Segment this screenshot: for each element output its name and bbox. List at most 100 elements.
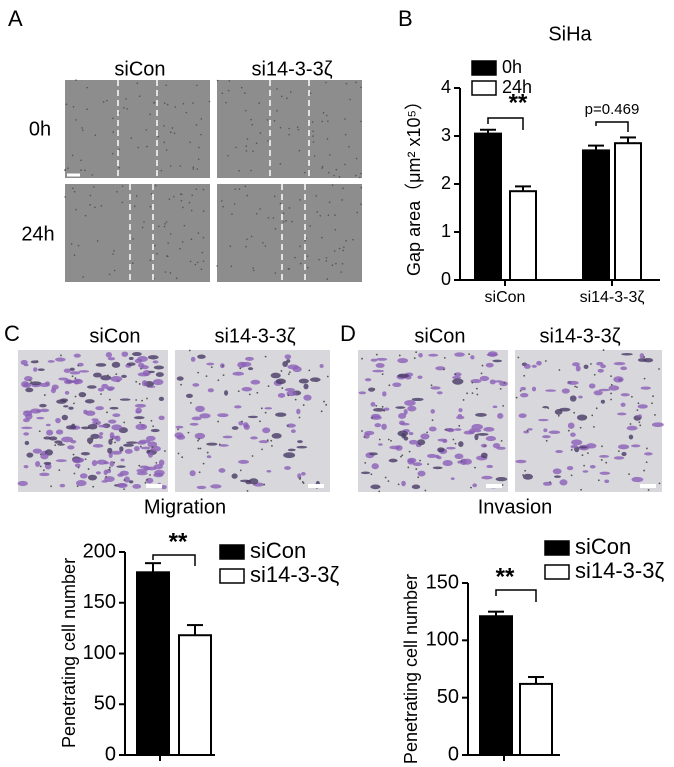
pore bbox=[585, 415, 587, 418]
panel-label: C bbox=[4, 321, 20, 346]
speck bbox=[112, 253, 114, 255]
pore bbox=[558, 369, 561, 371]
cell bbox=[631, 476, 644, 483]
cell bbox=[489, 379, 496, 385]
cell bbox=[145, 477, 154, 484]
speck bbox=[195, 188, 198, 190]
cell bbox=[596, 361, 604, 366]
speck bbox=[328, 154, 331, 156]
cell bbox=[136, 468, 148, 473]
pore bbox=[36, 360, 39, 362]
speck bbox=[321, 165, 324, 168]
cell bbox=[480, 452, 488, 459]
cell bbox=[109, 432, 115, 439]
pore bbox=[29, 379, 32, 382]
scale-bar bbox=[146, 484, 162, 488]
pore bbox=[323, 400, 325, 403]
speck bbox=[255, 142, 258, 145]
pore bbox=[408, 450, 411, 453]
speck bbox=[287, 268, 290, 270]
pore bbox=[150, 419, 153, 422]
speck bbox=[319, 214, 322, 217]
cell bbox=[397, 357, 409, 364]
cell bbox=[245, 356, 254, 361]
cell bbox=[84, 399, 95, 404]
pore bbox=[638, 417, 641, 420]
pore bbox=[177, 452, 180, 455]
speck bbox=[333, 250, 336, 252]
speck bbox=[175, 277, 178, 280]
annotation: ** bbox=[496, 563, 515, 590]
pore bbox=[180, 383, 182, 386]
cell bbox=[542, 405, 549, 409]
pore bbox=[246, 490, 249, 492]
cell bbox=[111, 361, 121, 368]
speck bbox=[245, 245, 247, 248]
speck bbox=[345, 240, 347, 242]
pore bbox=[77, 466, 80, 469]
cell bbox=[109, 460, 115, 467]
speck bbox=[182, 206, 184, 209]
cell bbox=[626, 425, 638, 431]
pore bbox=[287, 394, 290, 397]
speck bbox=[252, 150, 254, 153]
cell bbox=[527, 428, 533, 431]
cell bbox=[108, 452, 113, 459]
cell bbox=[37, 368, 45, 371]
pore bbox=[198, 438, 201, 440]
speck bbox=[296, 126, 299, 128]
cell bbox=[492, 405, 498, 409]
speck bbox=[169, 233, 172, 235]
speck bbox=[252, 267, 254, 269]
cell bbox=[474, 433, 479, 441]
speck bbox=[118, 166, 121, 169]
pore bbox=[652, 395, 654, 398]
cell bbox=[135, 407, 143, 414]
speck bbox=[221, 92, 224, 95]
cell bbox=[133, 416, 145, 420]
cell bbox=[133, 446, 140, 452]
cell bbox=[450, 477, 455, 480]
cell bbox=[470, 379, 482, 384]
cell bbox=[555, 450, 564, 454]
micrograph bbox=[175, 350, 330, 492]
pore bbox=[549, 481, 552, 484]
pore bbox=[190, 402, 192, 404]
pore bbox=[144, 481, 147, 484]
pore bbox=[237, 390, 240, 393]
speck bbox=[82, 129, 84, 132]
speck bbox=[355, 81, 357, 84]
speck bbox=[65, 103, 68, 106]
speck bbox=[322, 112, 325, 114]
pore bbox=[610, 398, 612, 401]
pore bbox=[60, 441, 63, 444]
cell bbox=[86, 385, 97, 389]
pore bbox=[610, 392, 613, 395]
cell bbox=[417, 439, 426, 446]
pore bbox=[545, 439, 548, 442]
speck bbox=[309, 225, 312, 227]
pore bbox=[74, 377, 77, 380]
panel-label: B bbox=[398, 6, 413, 31]
speck bbox=[259, 208, 261, 210]
cell bbox=[199, 413, 211, 419]
cell bbox=[136, 471, 148, 476]
pore bbox=[481, 364, 484, 367]
cell bbox=[531, 386, 537, 392]
pore bbox=[71, 375, 74, 378]
speck bbox=[328, 171, 330, 174]
speck bbox=[272, 217, 275, 219]
cell bbox=[158, 396, 165, 402]
cell bbox=[495, 477, 508, 482]
bar bbox=[519, 682, 553, 757]
pore bbox=[38, 430, 41, 433]
pore bbox=[138, 383, 141, 385]
speck bbox=[311, 121, 314, 123]
speck bbox=[168, 198, 171, 200]
speck bbox=[331, 184, 334, 186]
cell bbox=[458, 441, 464, 447]
speck bbox=[312, 141, 315, 143]
pore bbox=[523, 374, 526, 377]
cell bbox=[48, 436, 58, 441]
speck bbox=[331, 264, 334, 267]
